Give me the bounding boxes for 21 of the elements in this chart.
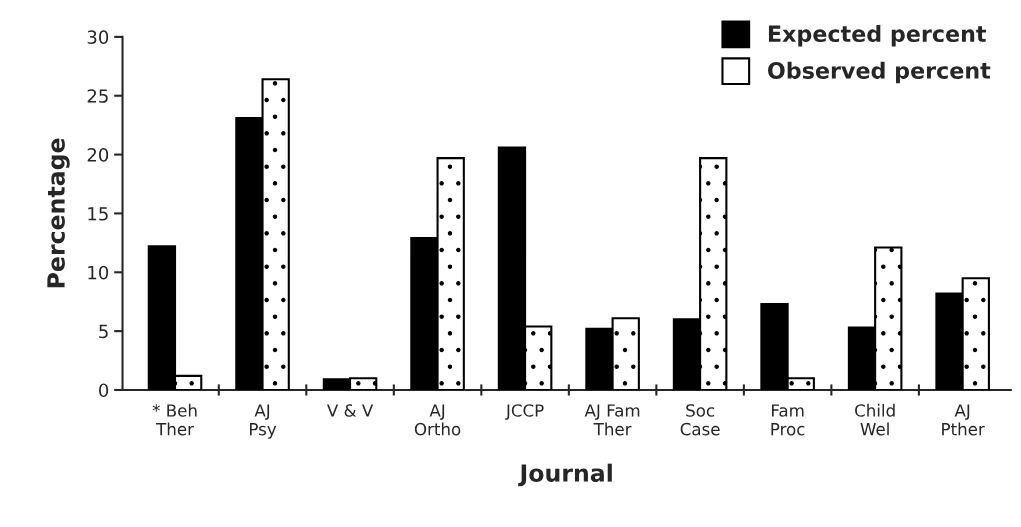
legend-label: Expected percent [768,24,987,47]
y-tick-label: 10 [88,265,109,280]
x-tick-label: AJ Psy [250,404,277,439]
legend-label: Observed percent [768,61,991,84]
y-tick-label: 20 [87,148,109,162]
x-tick-label: AJ Fam Ther [584,404,640,436]
y-tick-label: 15 [88,207,108,221]
x-tick-label: JCCP [505,404,544,420]
y-tick-label: 30 [87,30,109,45]
x-tick-label: Child Wel [855,403,895,436]
y-axis-title: Percentage [47,138,70,288]
y-tick-label: 5 [99,324,108,339]
x-tick-label: * Beh Ther [152,403,197,436]
x-axis-title: Journal [518,463,612,487]
x-tick-label: Soc Case [680,404,720,436]
x-tick-label: AJ Ortho [414,404,461,436]
x-tick-label: AJ Pther [942,404,985,436]
y-tick-label: 25 [87,89,108,103]
y-tick-label: 0 [99,383,109,398]
x-tick-label: V & V [326,404,374,417]
x-tick-label: Fam Proc [771,404,805,436]
